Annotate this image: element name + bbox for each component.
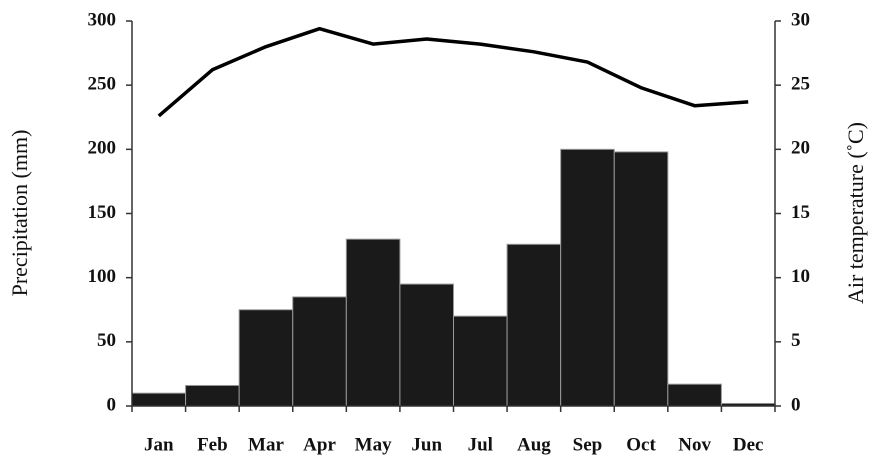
temperature-line	[157, 26, 749, 118]
bar	[560, 148, 615, 407]
x-tick-label: Sep	[573, 434, 603, 455]
y-axis-title: Precipitation (mm)	[7, 130, 32, 297]
x-tick-label: May	[355, 434, 392, 455]
y2-tick-label: 20	[791, 138, 810, 159]
bar	[345, 238, 401, 407]
x-tick-label: Oct	[626, 434, 656, 455]
y-tick-label: 300	[88, 9, 117, 30]
y-tick-label: 250	[88, 74, 117, 95]
bar	[238, 309, 294, 407]
y-tick-label: 50	[97, 330, 116, 351]
y2-tick-label: 0	[791, 394, 801, 415]
x-tick-label: Jun	[411, 434, 442, 455]
bar	[613, 151, 669, 407]
bar	[185, 384, 240, 407]
bar	[399, 283, 454, 407]
y-tick-label: 200	[88, 138, 117, 159]
x-tick-label: Dec	[733, 434, 764, 455]
x-tick-label: Jan	[144, 434, 174, 455]
y2-tick-label: 15	[791, 202, 810, 223]
bar	[292, 296, 347, 407]
bar	[453, 315, 508, 407]
y-tick-label: 0	[107, 394, 117, 415]
x-tick-label: Aug	[517, 434, 551, 455]
bar	[667, 383, 722, 407]
x-tick-label: Feb	[197, 434, 228, 455]
y2-axis-title: Air temperature (˚C)	[843, 122, 868, 304]
x-tick-label: Jul	[468, 434, 493, 455]
y2-tick-label: 25	[791, 74, 810, 95]
y-tick-label: 100	[88, 266, 117, 287]
bar	[131, 392, 187, 407]
x-tick-label: Nov	[678, 434, 711, 455]
y2-tick-label: 10	[791, 266, 810, 287]
y-tick-label: 150	[88, 202, 117, 223]
bar	[506, 243, 562, 407]
x-tick-label: Apr	[303, 434, 336, 455]
x-tick-label: Mar	[248, 434, 284, 455]
y2-tick-label: 5	[791, 330, 801, 351]
y2-tick-label: 30	[791, 9, 810, 30]
